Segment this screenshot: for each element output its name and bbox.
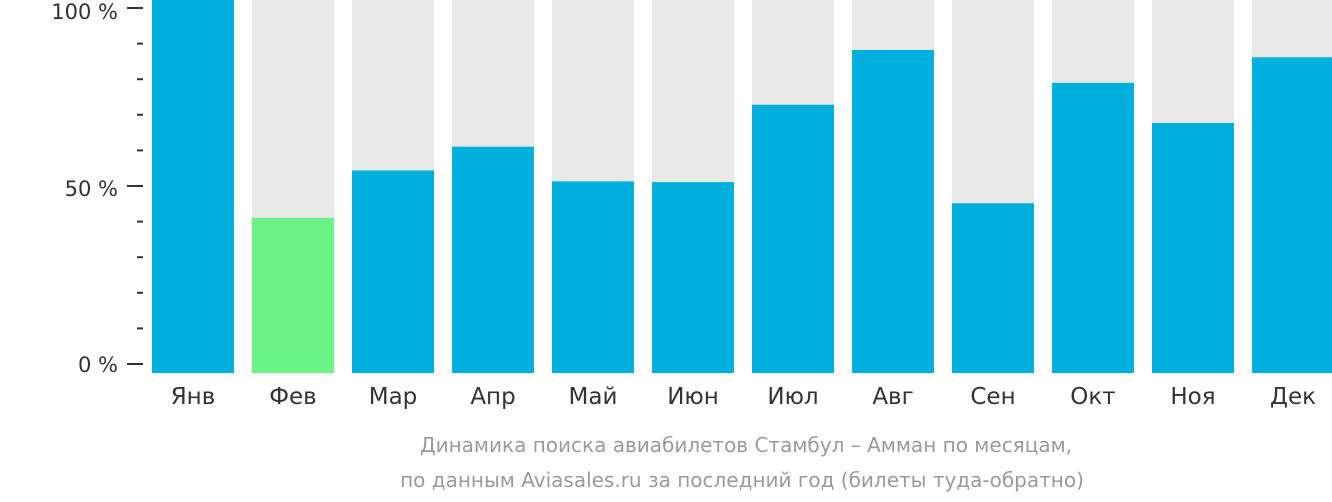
bar-Июн[interactable] bbox=[652, 182, 734, 373]
x-tick-label: Май bbox=[569, 384, 618, 410]
bar-Дек[interactable] bbox=[1252, 57, 1332, 374]
bar-Июл[interactable] bbox=[752, 104, 834, 373]
y-tick-label: 100 % bbox=[51, 0, 118, 24]
x-tick-label: Июл bbox=[767, 384, 818, 410]
bar-Сен[interactable] bbox=[952, 203, 1034, 373]
x-tick-label: Янв bbox=[171, 384, 216, 410]
y-axis: 0 % 50 % 100 % bbox=[51, 0, 143, 377]
x-tick-label: Июн bbox=[667, 384, 719, 410]
bar-Янв[interactable] bbox=[152, 0, 234, 373]
bars-group bbox=[152, 0, 1332, 374]
bar-Мар[interactable] bbox=[352, 170, 434, 373]
bar-Апр[interactable] bbox=[452, 146, 534, 373]
x-tick-label: Дек bbox=[1270, 384, 1316, 410]
y-tick-label: 0 % bbox=[78, 353, 118, 377]
x-tick-label: Ноя bbox=[1170, 384, 1215, 410]
chart-caption-line-2: по данным Aviasales.ru за последний год … bbox=[400, 468, 1084, 492]
x-tick-label: Фев bbox=[269, 384, 317, 410]
x-tick-label: Авг bbox=[872, 384, 913, 410]
bar-Ноя[interactable] bbox=[1152, 122, 1234, 373]
x-tick-label: Апр bbox=[470, 384, 515, 410]
bar-Авг[interactable] bbox=[852, 49, 934, 373]
x-tick-label: Сен bbox=[970, 384, 1015, 410]
chart-caption-line-1: Динамика поиска авиабилетов Стамбул – Ам… bbox=[420, 433, 1072, 457]
bar-Окт[interactable] bbox=[1052, 82, 1134, 373]
x-axis-labels: Янв Фев Мар Апр Май Июн Июл Авг Сен Окт Ноя Дек bbox=[171, 384, 1316, 410]
bar-Май[interactable] bbox=[552, 181, 634, 373]
bar-Фев[interactable] bbox=[252, 217, 334, 373]
x-tick-label: Окт bbox=[1070, 384, 1115, 410]
x-tick-label: Мар bbox=[369, 384, 418, 410]
y-tick-label: 50 % bbox=[65, 177, 118, 201]
